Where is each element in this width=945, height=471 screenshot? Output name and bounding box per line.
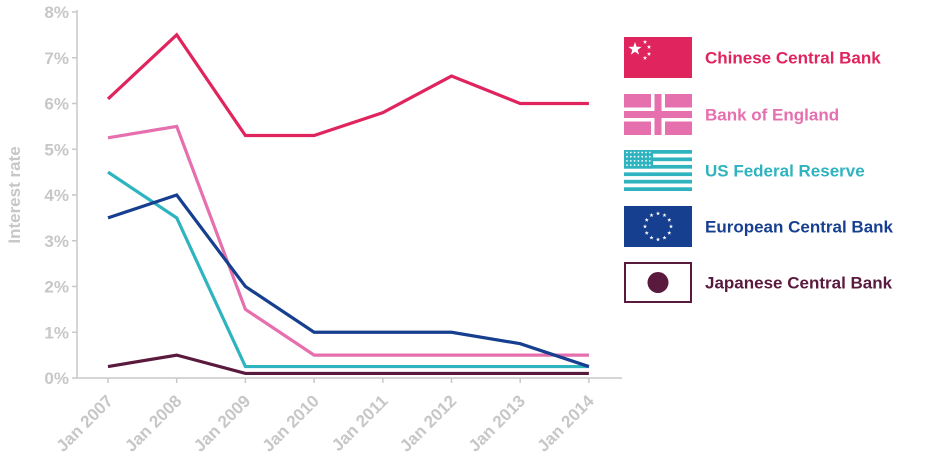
flag-star (629, 151, 632, 154)
legend-label: Japanese Central Bank (705, 274, 893, 293)
flag-star (641, 164, 644, 167)
flag-star (637, 151, 640, 154)
flag-star (662, 213, 667, 218)
x-tick-label: Jan 2009 (190, 391, 254, 455)
flag-star (648, 160, 651, 162)
legend-label: Chinese Central Bank (705, 49, 881, 68)
series-lines (106, 32, 590, 376)
legend-item: Japanese Central Bank (624, 262, 893, 303)
flag-star (648, 164, 651, 167)
flag-star (655, 211, 661, 216)
flag-star (641, 155, 644, 158)
x-tick-label: Jan 2008 (121, 391, 185, 455)
flag-star (633, 151, 636, 154)
y-tick-label: 1% (44, 323, 69, 342)
y-tick-label: 3% (44, 232, 69, 251)
legend-label: US Federal Reserve (705, 162, 865, 181)
x-tick-label: Jan 2013 (465, 391, 529, 455)
flag-star (649, 235, 654, 240)
legend: Chinese Central Bank Bank of England US Fe… (624, 37, 894, 303)
y-axis-title: Interest rate (5, 146, 24, 243)
flag-canton (624, 150, 653, 169)
flag-star (629, 160, 632, 162)
us-flag-icon (624, 150, 692, 191)
flag-star (642, 55, 648, 60)
flag-star (633, 160, 636, 162)
legend-item: US Federal Reserve (624, 150, 865, 191)
flag-star (642, 224, 648, 229)
legend-item: Bank of England (624, 94, 839, 135)
series-line-us-federal-reserve (107, 170, 589, 369)
china-flag-icon (624, 37, 692, 78)
flag-star (626, 155, 628, 158)
flag-star (644, 217, 649, 222)
series-line-european-central-bank (107, 193, 590, 369)
y-axis: 0% 1% 2% 3% 4% 5% 6% 7% 8% Interest rate (5, 3, 78, 388)
flag-cross (654, 94, 662, 135)
flag-stripe (624, 179, 692, 184)
flag-stripe (624, 150, 692, 154)
flag-sun (647, 272, 669, 293)
flag-star (646, 51, 652, 56)
legend-label: Bank of England (705, 106, 839, 125)
series-line-japanese-central-bank (107, 353, 589, 376)
flag-star (662, 235, 667, 240)
flag-star (633, 155, 636, 158)
x-tick-label: Jan 2010 (259, 391, 323, 455)
flag-star (645, 164, 647, 167)
flag-star (637, 155, 640, 158)
flag-star (645, 155, 647, 158)
flag-star (629, 155, 632, 158)
flag-star (648, 151, 651, 154)
flag-star (655, 237, 661, 242)
x-tick-label: Jan 2014 (533, 391, 598, 456)
eu-flag-icon (624, 206, 692, 247)
y-tick-label: 2% (44, 278, 69, 297)
flag-star (641, 151, 644, 154)
flag-star (642, 39, 648, 44)
flag-stripe (624, 172, 692, 177)
flag-star (646, 44, 652, 49)
y-tick-label: 6% (44, 95, 69, 114)
x-tick-label: Jan 2011 (328, 391, 392, 455)
flag-star (648, 155, 651, 158)
y-tick-label: 5% (44, 140, 69, 159)
flag-star (633, 164, 636, 167)
flag-star (626, 164, 628, 167)
flag-stripe (624, 187, 692, 191)
flag-star (645, 151, 647, 154)
y-tick-label: 0% (44, 369, 69, 388)
flag-stripe (624, 157, 692, 162)
flag-stripe (624, 164, 692, 169)
x-axis: Jan 2007 Jan 2008 Jan 2009 Jan 2010 Jan 2011… (53, 377, 622, 456)
flag-star (629, 164, 632, 167)
legend-label: European Central Bank (705, 218, 894, 237)
flag-star (637, 164, 640, 167)
flag-background (624, 37, 692, 78)
flag-star (645, 160, 647, 162)
flag-star (637, 160, 640, 162)
flag-star (644, 230, 649, 235)
flag-star (626, 151, 628, 154)
japan-flag-icon (624, 262, 692, 303)
series-line-bank-of-england (107, 124, 589, 357)
uk-flag-icon (624, 94, 692, 135)
y-tick-label: 4% (44, 186, 69, 205)
flag-star (668, 224, 674, 229)
legend-item: European Central Bank (624, 206, 894, 247)
series-line-chinese-central-bank (106, 32, 589, 138)
flag-star (641, 160, 644, 162)
y-tick-label: 8% (44, 3, 69, 22)
y-tick-label: 7% (44, 49, 69, 68)
legend-item: Chinese Central Bank (624, 37, 881, 78)
flag-star (649, 213, 654, 218)
flag-star (667, 217, 672, 222)
flag-star (628, 42, 642, 55)
x-tick-label: Jan 2007 (53, 391, 117, 455)
x-tick-label: Jan 2012 (396, 391, 460, 455)
flag-star (667, 230, 672, 235)
flag-star (626, 160, 628, 162)
